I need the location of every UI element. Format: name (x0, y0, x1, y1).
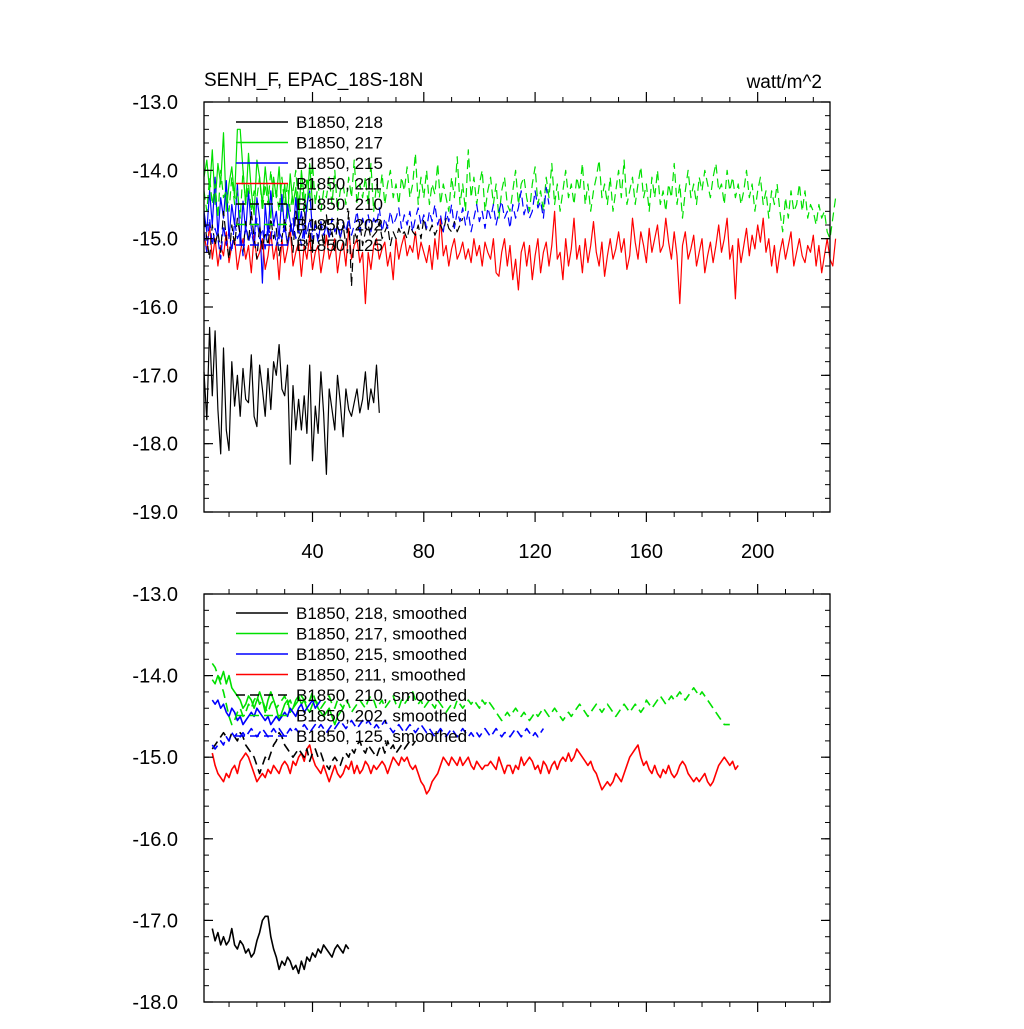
legend-label-5: B1850, 210, smoothed (296, 686, 467, 705)
y-tick-label: -18.0 (132, 992, 178, 1014)
y-tick-label: -16.0 (132, 297, 178, 319)
units-label: watt/m^2 (746, 72, 822, 93)
chart-title: SENH_F, EPAC_18S-18N (204, 70, 423, 91)
y-tick-label: -18.0 (132, 434, 178, 456)
y-tick-label: -13.0 (132, 584, 178, 606)
series-line-1 (211, 915, 350, 975)
series-line-2 (211, 670, 344, 726)
legend-label-6: B1850, 202, smoothed (296, 707, 467, 726)
y-tick-label: -13.0 (132, 92, 178, 114)
legend-label-3: B1850, 215 (296, 154, 383, 173)
series-line-7 (203, 186, 550, 260)
series-line-1 (203, 326, 380, 475)
y-tick-label: -17.0 (132, 910, 178, 932)
legend-label-3: B1850, 215, smoothed (296, 645, 467, 664)
panel-top: -13.0 -14.0 -15.0 -16.0 -17.0 -18.0 -19.0 40 80 1… (132, 92, 837, 563)
series-line-2 (203, 128, 314, 223)
legend-label-1: B1850, 218, smoothed (296, 604, 467, 623)
x-tick-label: 200 (741, 541, 774, 563)
legend-label-1: B1850, 218 (296, 113, 383, 132)
y-tick-label: -16.0 (132, 829, 178, 851)
y-tick-label: -17.0 (132, 365, 178, 387)
series-line-6 (211, 662, 730, 726)
series-line-4 (211, 744, 739, 795)
plot-frame (203, 593, 831, 1003)
legend-label-2: B1850, 217 (296, 134, 383, 153)
legend-label-7: B1850, 125 (296, 236, 383, 255)
y-tick-label: -14.0 (132, 666, 178, 688)
series-line-5 (211, 731, 417, 775)
y-tick-label: -14.0 (132, 160, 178, 182)
y-tick-label: -15.0 (132, 229, 178, 251)
series-line-4 (203, 210, 837, 305)
x-tick-label: 160 (630, 541, 663, 563)
legend-label-5: B1850, 210 (296, 195, 383, 214)
series-line-3 (211, 699, 322, 726)
x-tick-label: 40 (301, 541, 323, 563)
legend-label-4: B1850, 211 (296, 175, 382, 194)
legend-label-7: B1850, 125, smoothed (296, 727, 467, 746)
x-tick-label: 120 (518, 541, 551, 563)
y-tick-label: -19.0 (132, 502, 178, 524)
series-line-6 (203, 149, 837, 240)
legend-label-6: B1850, 202 (296, 216, 383, 235)
legend-label-4: B1850, 211, smoothed (296, 666, 466, 685)
y-tick-label: -15.0 (132, 747, 178, 769)
legend-label-2: B1850, 217, smoothed (296, 625, 467, 644)
series-line-3 (203, 176, 314, 284)
x-tick-label: 80 (413, 541, 435, 563)
panel-bottom: -13.0 -14.0 -15.0 -16.0 -17.0 -18.0 B1850, 218… (132, 584, 831, 1014)
